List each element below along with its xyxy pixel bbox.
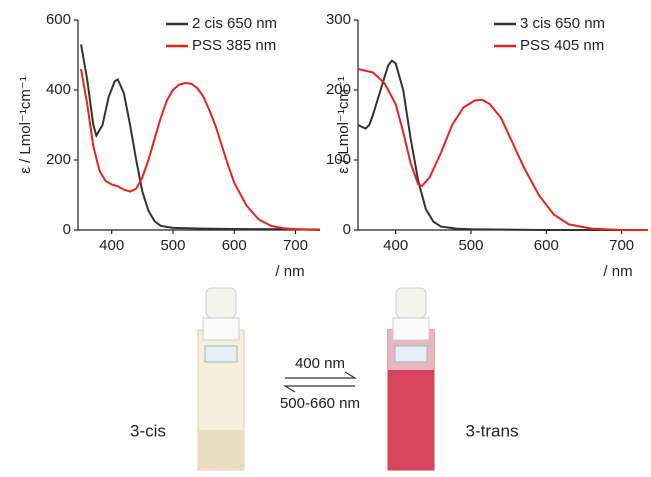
y-tick-label: 200 bbox=[46, 151, 71, 168]
cuvette-left bbox=[197, 287, 245, 471]
y-tick-label: 300 bbox=[326, 11, 351, 28]
legend-label: 2 cis 650 nm bbox=[192, 15, 277, 32]
right-label: 3-trans bbox=[466, 421, 519, 440]
cuvette-liquid bbox=[198, 430, 244, 470]
y-axis-label: ε / Lmol⁻¹cm⁻¹ bbox=[335, 76, 352, 174]
equilibrium-arrows bbox=[282, 371, 358, 393]
left-label: 3-cis bbox=[130, 421, 166, 440]
y-tick-label: 400 bbox=[46, 81, 71, 98]
x-axis-label: / nm bbox=[275, 263, 304, 280]
x-tick-label: 700 bbox=[283, 237, 308, 254]
cuvette-label bbox=[204, 345, 238, 363]
arrow-forward bbox=[285, 371, 358, 379]
y-tick-label: 0 bbox=[63, 221, 71, 238]
x-tick-label: 600 bbox=[222, 237, 247, 254]
x-tick-label: 700 bbox=[609, 237, 634, 254]
x-axis-label: / nm bbox=[603, 263, 632, 280]
backward-label: 500-660 nm bbox=[280, 395, 360, 412]
cuvette-cap bbox=[202, 317, 240, 341]
x-tick-label: 500 bbox=[160, 237, 185, 254]
x-tick-label: 400 bbox=[99, 237, 124, 254]
legend-label: PSS 405 nm bbox=[520, 37, 604, 54]
y-tick-label: 600 bbox=[46, 11, 71, 28]
series-line bbox=[357, 68, 648, 231]
cuvette-cap bbox=[392, 317, 430, 341]
arrow-backward bbox=[282, 385, 355, 393]
series-line bbox=[357, 59, 648, 231]
y-tick-label: 0 bbox=[343, 221, 351, 238]
cuvette-top bbox=[205, 287, 237, 319]
cuvette-top bbox=[395, 287, 427, 319]
cuvette-label bbox=[394, 345, 428, 363]
cuvette-right bbox=[387, 287, 435, 471]
series-line bbox=[80, 44, 321, 231]
legend-label: PSS 385 nm bbox=[192, 37, 276, 54]
x-tick-label: 500 bbox=[458, 237, 483, 254]
y-tick-label: 100 bbox=[326, 151, 351, 168]
series-line bbox=[80, 68, 321, 231]
legend-label: 3 cis 650 nm bbox=[520, 15, 605, 32]
x-tick-label: 400 bbox=[383, 237, 408, 254]
forward-label: 400 nm bbox=[295, 355, 345, 372]
y-axis-label: ε / Lmol⁻¹cm⁻¹ bbox=[17, 76, 34, 174]
x-tick-label: 600 bbox=[534, 237, 559, 254]
y-tick-label: 200 bbox=[326, 81, 351, 98]
